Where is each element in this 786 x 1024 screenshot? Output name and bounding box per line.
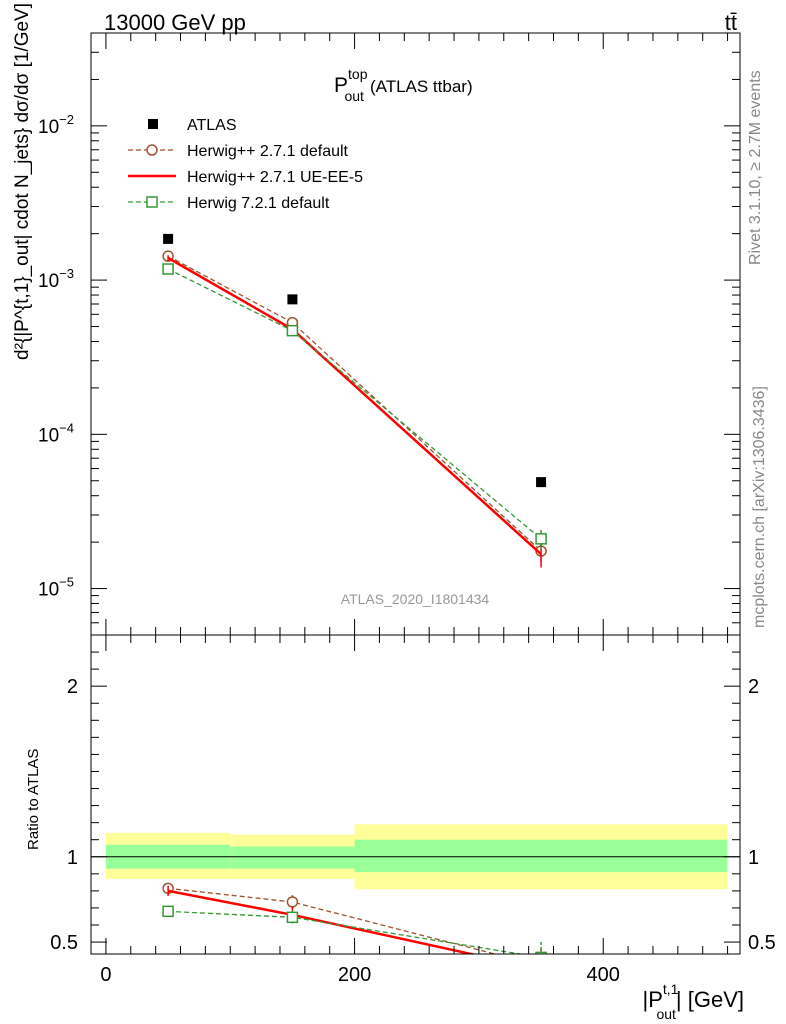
legend-label: Herwig++ 2.7.1 UE-EE-5: [187, 169, 363, 186]
hpp_ue-ratio-line: [167, 889, 477, 954]
main-ylabel: d²{|P^{t,1}_out| cdot N_jets} dσ/dσ [1/G…: [12, 3, 33, 360]
x-tick-label: 0: [100, 964, 111, 986]
energy-label: 13000 GeV pp: [104, 10, 246, 35]
x-tick-label: 200: [338, 964, 371, 986]
hpp_def-line: [167, 255, 542, 552]
rivet-label: Rivet 3.1.10, ≥ 2.7M events: [747, 70, 764, 265]
ratio-y-tick-label-right: 0.5: [748, 932, 776, 954]
legend-label: Herwig 7.2.1 default: [187, 195, 330, 212]
y-tick-label: 10−4: [38, 420, 74, 446]
herwig7-point: [535, 533, 547, 545]
herwig7-point: [162, 263, 174, 275]
atlas-point: [287, 294, 298, 305]
ratio-band-inner: [230, 846, 355, 869]
ratio-axis-ticks: 0.5 0.5 1 1 2 2 0 200 400: [50, 635, 776, 986]
legend-label: Herwig++ 2.7.1 default: [187, 143, 349, 160]
ratio-band-inner: [354, 839, 728, 873]
mcplots-label: mcplots.cern.ch [arXiv:1306.3436]: [751, 386, 768, 628]
ratio-y-tick-label-left: 0.5: [50, 932, 78, 954]
hpp_ue-line: [167, 256, 542, 556]
legend: ATLAS Herwig++ 2.7.1 default Herwig++ 2.7.…: [128, 117, 363, 212]
legend-label: ATLAS: [187, 117, 237, 134]
hpp-default-ratio-point: [286, 896, 299, 908]
x-tick-label: 400: [587, 964, 620, 986]
y-tick-label: 10−5: [38, 575, 74, 601]
main-title: Ptop out (ATLAS ttbar): [334, 66, 473, 104]
herwig7-ratio-point: [535, 951, 547, 954]
herwig7-ratio-point: [286, 911, 299, 924]
legend-herwig7-marker: [146, 196, 158, 208]
analysis-id: ATLAS_2020_I1801434: [341, 591, 490, 607]
atlas-point: [536, 477, 547, 488]
y-tick-label: 10−3: [38, 266, 74, 292]
legend-atlas-marker: [148, 119, 158, 129]
ratio-y-tick-label-right: 2: [748, 676, 759, 698]
ratio-ylabel: Ratio to ATLAS: [25, 749, 42, 850]
legend-hpp-default-marker: [146, 144, 158, 156]
ratio-y-tick-label-right: 1: [748, 847, 759, 869]
ratio-y-tick-label-left: 1: [67, 847, 78, 869]
herwig7-point: [286, 324, 299, 337]
herwig7-ratio-point: [162, 905, 174, 918]
ratio-bands: [91, 824, 740, 890]
atlas-point: [163, 233, 174, 244]
h7-line: [167, 268, 542, 540]
main-data-layer: [162, 233, 547, 568]
main-axis-ticks: 10−5 10−4 10−3 10−2: [38, 32, 740, 635]
ratio-frame: [90, 634, 741, 955]
ratio-y-tick-label-left: 2: [67, 676, 78, 698]
process-label: tt̄: [725, 10, 737, 35]
x-axis-label: |Pt,1 out| [GeV]: [642, 981, 744, 1022]
y-tick-label: 10−2: [38, 112, 74, 138]
hpp-default-ratio-point: [536, 961, 546, 971]
ratio-data-layer: [162, 882, 547, 971]
